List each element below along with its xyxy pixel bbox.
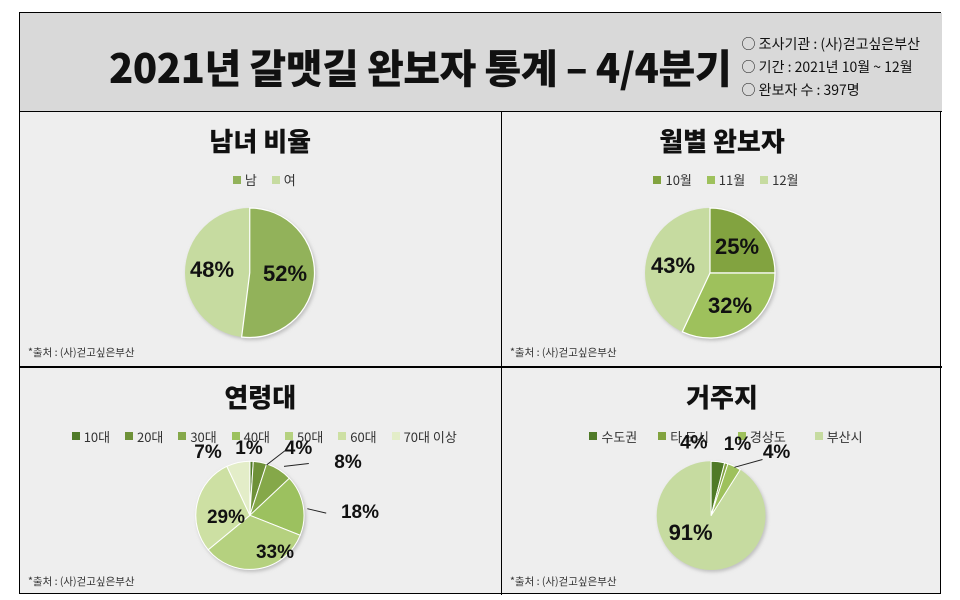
- svg-text:48%: 48%: [190, 257, 234, 282]
- svg-text:52%: 52%: [263, 261, 307, 286]
- svg-text:29%: 29%: [207, 507, 245, 528]
- svg-text:8%: 8%: [334, 452, 362, 473]
- svg-text:1%: 1%: [724, 434, 752, 455]
- svg-text:1%: 1%: [235, 438, 263, 459]
- svg-text:25%: 25%: [715, 234, 759, 259]
- svg-text:33%: 33%: [256, 542, 294, 563]
- svg-text:7%: 7%: [194, 442, 222, 463]
- svg-text:43%: 43%: [651, 253, 695, 278]
- svg-text:4%: 4%: [680, 432, 708, 453]
- svg-text:4%: 4%: [285, 438, 313, 459]
- svg-text:32%: 32%: [708, 293, 752, 318]
- svg-text:4%: 4%: [763, 441, 791, 462]
- svg-text:91%: 91%: [669, 520, 713, 545]
- svg-text:18%: 18%: [341, 502, 379, 523]
